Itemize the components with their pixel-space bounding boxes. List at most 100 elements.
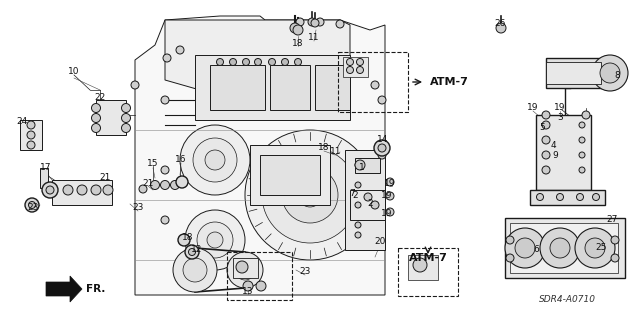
Text: 8: 8 (614, 71, 620, 80)
Text: 23: 23 (132, 204, 144, 212)
Text: SDR4-A0710: SDR4-A0710 (538, 295, 595, 305)
Text: 25: 25 (595, 243, 607, 253)
Circle shape (298, 183, 322, 207)
Circle shape (176, 46, 184, 54)
Text: 23: 23 (300, 268, 310, 277)
Circle shape (308, 18, 316, 26)
Circle shape (371, 81, 379, 89)
Text: 23: 23 (28, 203, 38, 211)
Circle shape (550, 238, 570, 258)
Polygon shape (46, 276, 82, 302)
Text: 18: 18 (182, 234, 194, 242)
Text: ATM-7: ATM-7 (430, 77, 469, 87)
Text: 26: 26 (494, 19, 506, 27)
Circle shape (243, 281, 253, 291)
Bar (546, 62, 601, 84)
Bar (270, 65, 310, 110)
Circle shape (386, 192, 394, 200)
Circle shape (542, 111, 550, 119)
Circle shape (161, 181, 170, 189)
Circle shape (131, 81, 139, 89)
Circle shape (355, 222, 361, 228)
Circle shape (579, 122, 585, 128)
Circle shape (575, 228, 615, 268)
Circle shape (311, 19, 319, 27)
Circle shape (540, 228, 580, 268)
Circle shape (92, 114, 100, 122)
Text: 18: 18 (292, 39, 304, 48)
Bar (408, 255, 438, 280)
Circle shape (355, 202, 361, 208)
Bar (505, 218, 625, 278)
Bar (227, 252, 292, 300)
Circle shape (577, 194, 584, 201)
Circle shape (374, 140, 390, 156)
Circle shape (386, 208, 394, 216)
Circle shape (29, 202, 35, 209)
Circle shape (506, 236, 514, 244)
Circle shape (378, 96, 386, 104)
Text: ATM-7: ATM-7 (409, 253, 448, 263)
Circle shape (378, 144, 386, 152)
Circle shape (296, 18, 304, 26)
Circle shape (496, 23, 506, 33)
Circle shape (46, 186, 54, 194)
Text: 22: 22 (94, 93, 106, 101)
Circle shape (378, 151, 386, 159)
Circle shape (579, 137, 585, 143)
Text: 21: 21 (142, 179, 154, 188)
Text: 11: 11 (330, 147, 342, 157)
Circle shape (542, 136, 550, 144)
Circle shape (355, 160, 365, 170)
Text: 19: 19 (554, 103, 566, 113)
Circle shape (91, 185, 101, 195)
Bar (40, 168, 48, 188)
Text: 10: 10 (68, 68, 80, 77)
Circle shape (185, 210, 245, 270)
Circle shape (364, 193, 372, 201)
Circle shape (25, 198, 39, 212)
Bar (52, 180, 112, 205)
Circle shape (243, 58, 250, 65)
Circle shape (355, 162, 361, 168)
Circle shape (183, 258, 207, 282)
Circle shape (150, 181, 159, 189)
Circle shape (197, 222, 233, 258)
Circle shape (122, 114, 131, 122)
Circle shape (92, 103, 100, 113)
Bar (20, 120, 42, 150)
Text: 3: 3 (557, 114, 563, 122)
Circle shape (103, 185, 113, 195)
Circle shape (161, 166, 169, 174)
Circle shape (336, 20, 344, 28)
Circle shape (170, 181, 179, 189)
Bar (536, 115, 591, 190)
Polygon shape (165, 20, 350, 90)
Circle shape (139, 185, 147, 193)
Circle shape (371, 201, 379, 209)
Circle shape (245, 130, 375, 260)
Circle shape (582, 111, 590, 119)
Text: 19: 19 (381, 209, 393, 218)
Circle shape (505, 228, 545, 268)
Circle shape (207, 232, 223, 248)
Circle shape (506, 254, 514, 262)
Circle shape (294, 58, 301, 65)
Circle shape (193, 138, 237, 182)
Text: 5: 5 (539, 122, 545, 131)
Circle shape (92, 123, 100, 132)
Bar (510, 223, 618, 273)
Circle shape (27, 131, 35, 139)
Circle shape (282, 58, 289, 65)
Circle shape (413, 258, 427, 272)
Text: 17: 17 (40, 164, 52, 173)
Circle shape (282, 167, 338, 223)
Circle shape (236, 261, 248, 273)
Bar (233, 258, 258, 278)
Circle shape (579, 152, 585, 158)
Text: 2: 2 (352, 191, 358, 201)
Circle shape (255, 58, 262, 65)
Polygon shape (350, 190, 385, 220)
Text: 6: 6 (533, 246, 539, 255)
Text: 27: 27 (606, 216, 618, 225)
